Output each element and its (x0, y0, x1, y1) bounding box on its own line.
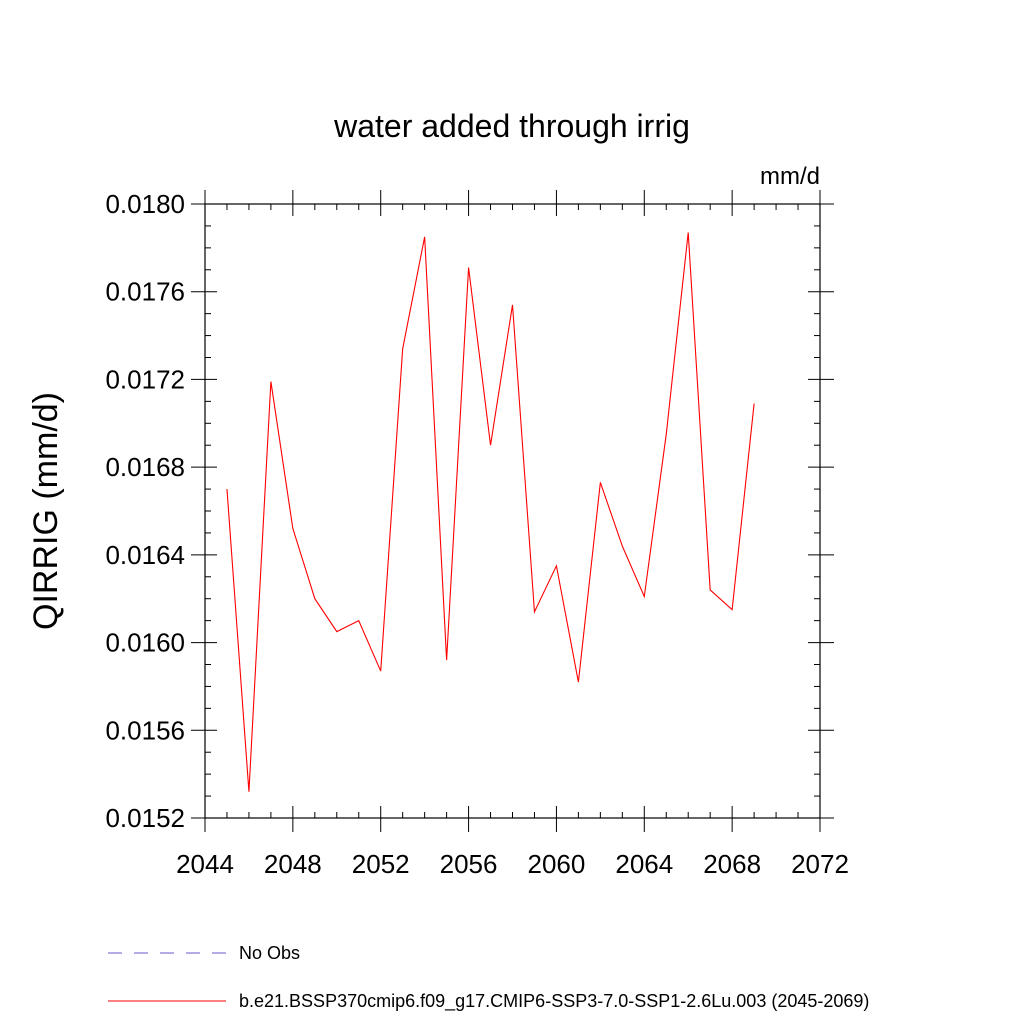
series-line (226, 232, 755, 792)
x-axis: 2044 2048 2052 2056 2060 2064 2068 2072 (176, 190, 849, 879)
y-tick-label: 0.0152 (105, 803, 185, 833)
y-axis-label: QIRRIG (mm/d) (27, 392, 65, 630)
x-tick-label: 2044 (176, 849, 234, 879)
x-tick-label: 2064 (615, 849, 673, 879)
legend-label-series: b.e21.BSSP370cmip6.f09_g17.CMIP6-SSP3-7.… (239, 991, 869, 1012)
x-tick-label: 2060 (528, 849, 586, 879)
y-tick-label: 0.0172 (105, 364, 185, 394)
x-tick-label: 2056 (440, 849, 498, 879)
y-tick-label: 0.0180 (105, 189, 185, 219)
y-tick-label: 0.0156 (105, 715, 185, 745)
y-tick-label: 0.0164 (105, 540, 185, 570)
chart-title: water added through irrig (333, 108, 690, 144)
x-tick-label: 2068 (703, 849, 761, 879)
x-tick-label: 2048 (264, 849, 322, 879)
y-axis: 0.0152 0.0156 0.0160 0.0164 0.0168 0.0172 0.01… (105, 189, 834, 833)
y-tick-label: 0.0176 (105, 277, 185, 307)
legend-label-no-obs: No Obs (239, 943, 300, 963)
x-tick-label: 2072 (791, 849, 849, 879)
x-tick-label: 2052 (352, 849, 410, 879)
y-tick-label: 0.0160 (105, 628, 185, 658)
plot-frame (204, 203, 821, 819)
y-tick-label: 0.0168 (105, 452, 185, 482)
legend: No Obs b.e21.BSSP370cmip6.f09_g17.CMIP6-… (108, 943, 869, 1012)
series-layer (226, 232, 755, 792)
units-label: mm/d (760, 163, 820, 190)
